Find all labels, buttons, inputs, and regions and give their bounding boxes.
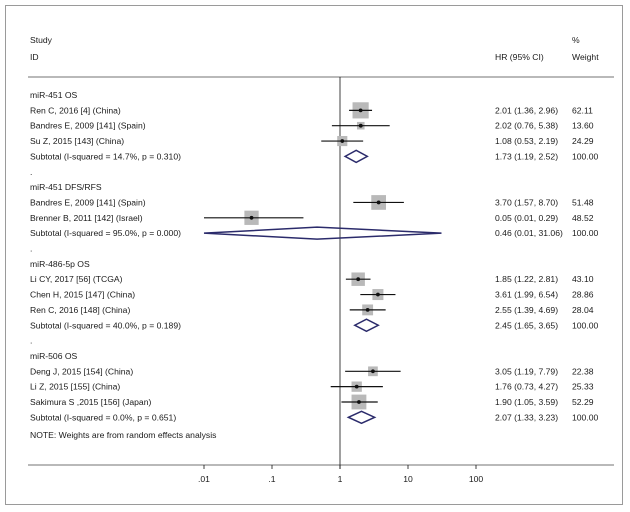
study-label: Su Z, 2015 [143] (China) — [30, 136, 124, 146]
x-tick-label: .1 — [268, 474, 275, 484]
study-hr-ci: 2.55 (1.39, 4.69) — [495, 305, 558, 315]
group-title: miR-451 OS — [30, 90, 78, 100]
group-title: miR-451 DFS/RFS — [30, 182, 102, 192]
study-label: Li Z, 2015 [155] (China) — [30, 382, 120, 392]
study-hr-ci: 1.90 (1.05, 3.59) — [495, 397, 558, 407]
header-weight: Weight — [572, 52, 599, 62]
study-hr-ci: 1.76 (0.73, 4.27) — [495, 382, 558, 392]
x-tick-label: 10 — [403, 474, 413, 484]
forest-plot-frame: Study ID HR (95% CI)% Weight miR-451 OS Ren C… — [5, 5, 623, 505]
study-hr-ci: 1.85 (1.22, 2.81) — [495, 274, 558, 284]
group-separator: . — [30, 336, 32, 346]
group-title: miR-506 OS — [30, 351, 78, 361]
subtotal-diamond — [343, 149, 369, 164]
study-weight: 51.48 — [572, 197, 594, 207]
study-point — [365, 308, 370, 312]
study-weight: 28.86 — [572, 290, 594, 300]
group-separator: . — [30, 244, 32, 254]
subtotal-label: Subtotal (I-squared = 40.0%, p = 0.189) — [30, 320, 181, 330]
subtotal-diamond — [203, 226, 442, 240]
study-weight: 48.52 — [572, 213, 594, 223]
study-hr-ci: 2.02 (0.76, 5.38) — [495, 121, 558, 131]
study-label: Deng J, 2015 [154] (China) — [30, 366, 133, 376]
subtotal-weight: 100.00 — [572, 228, 599, 238]
subtotal-hr-ci: 2.07 (1.33, 3.23) — [495, 412, 558, 422]
subtotal-weight: 100.00 — [572, 320, 599, 330]
study-weight: 13.60 — [572, 121, 594, 131]
study-hr-ci: 3.05 (1.19, 7.79) — [495, 366, 558, 376]
study-label: Bandres E, 2009 [141] (Spain) — [30, 121, 146, 131]
note-text: NOTE: Weights are from random effects an… — [30, 430, 216, 440]
study-point — [340, 139, 345, 143]
study-weight: 43.10 — [572, 274, 594, 284]
study-hr-ci: 0.05 (0.01, 0.29) — [495, 213, 558, 223]
study-weight: 24.29 — [572, 136, 594, 146]
group-separator: . — [30, 167, 32, 177]
subtotal-label: Subtotal (I-squared = 14.7%, p = 0.310) — [30, 151, 181, 161]
forest-plot: Study ID HR (95% CI)% Weight miR-451 OS Ren C… — [28, 35, 614, 484]
study-hr-ci: 1.08 (0.53, 2.19) — [495, 136, 558, 146]
study-hr-ci: 3.70 (1.57, 8.70) — [495, 197, 558, 207]
subtotal-hr-ci: 1.73 (1.19, 2.52) — [495, 151, 558, 161]
study-point — [357, 400, 361, 404]
header-id: ID — [30, 52, 39, 62]
study-point — [371, 369, 375, 374]
subtotal-hr-ci: 0.46 (0.01, 31.06) — [495, 228, 563, 238]
study-point — [249, 215, 254, 220]
study-point — [376, 292, 380, 297]
study-hr-ci: 3.61 (1.99, 6.54) — [495, 290, 558, 300]
subtotal-diamond — [353, 318, 380, 333]
x-tick-label: .01 — [198, 474, 210, 484]
study-weight: 62.11 — [572, 105, 593, 115]
study-label: Ren C, 2016 [148] (China) — [30, 305, 130, 315]
x-tick-label: 100 — [469, 474, 484, 484]
subtotal-weight: 100.00 — [572, 412, 599, 422]
study-point — [354, 384, 359, 389]
study-weight: 28.04 — [572, 305, 594, 315]
subtotal-label: Subtotal (I-squared = 0.0%, p = 0.651) — [30, 412, 176, 422]
study-label: Li CY, 2017 [56] (TCGA) — [30, 274, 123, 284]
group-title: miR-486-5p OS — [30, 259, 90, 269]
header-weight-percent: % — [572, 35, 580, 45]
study-label: Sakimura S ,2015 [156] (Japan) — [30, 397, 151, 407]
subtotal-hr-ci: 2.45 (1.65, 3.65) — [495, 320, 558, 330]
x-tick-label: 1 — [338, 474, 343, 484]
study-point — [376, 200, 381, 205]
header-study: Study — [30, 35, 53, 45]
study-label: Brenner B, 2011 [142] (Israel) — [30, 213, 143, 223]
study-weight: 22.38 — [572, 366, 594, 376]
subtotal-diamond — [346, 410, 377, 425]
study-label: Bandres E, 2009 [141] (Spain) — [30, 197, 146, 207]
header-effect-label: HR (95% CI) — [495, 52, 544, 62]
study-hr-ci: 2.01 (1.36, 2.96) — [495, 105, 558, 115]
study-label: Ren C, 2016 [4] (China) — [30, 105, 121, 115]
study-point — [358, 123, 363, 128]
study-point — [356, 277, 361, 282]
study-weight: 52.29 — [572, 397, 594, 407]
subtotal-label: Subtotal (I-squared = 95.0%, p = 0.000) — [30, 228, 181, 238]
study-weight: 25.33 — [572, 382, 594, 392]
study-label: Chen H, 2015 [147] (China) — [30, 290, 135, 300]
study-point — [358, 108, 363, 113]
subtotal-weight: 100.00 — [572, 151, 599, 161]
